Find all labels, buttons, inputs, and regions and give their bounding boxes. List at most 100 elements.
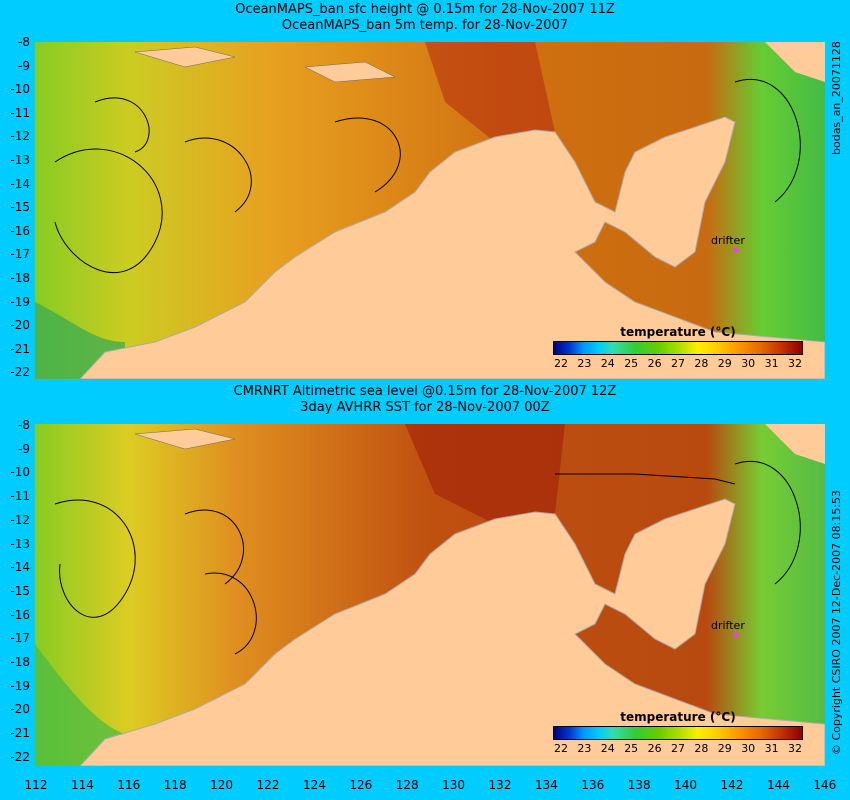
legend-tick-label: 29 — [717, 742, 732, 755]
legend-tick-label: 27 — [671, 742, 685, 755]
x-tick-label: 114 — [70, 778, 94, 792]
y-tick-label: -17 — [10, 631, 30, 646]
bottom-legend: temperature (°C) 22 23 24 25 26 27 28 29 30 31 32 — [553, 710, 803, 755]
y-tick-label: -11 — [10, 489, 30, 504]
y-tick-label: -14 — [10, 560, 30, 575]
y-tick-label: -16 — [10, 223, 30, 238]
x-tick-label: 140 — [674, 778, 698, 792]
legend-tick-label: 25 — [624, 742, 639, 755]
bottom-side-label: © Copyright CSIRO 2007 12-Dec-2007 08:15… — [830, 489, 843, 755]
top-side-label: bodas_an_20071128 — [830, 41, 843, 155]
legend-tick-label: 22 — [554, 742, 568, 755]
y-tick-label: -9 — [18, 441, 30, 456]
legend-ticks: 22 23 24 25 26 27 28 29 30 31 32 — [553, 740, 803, 755]
y-tick-label: -18 — [10, 655, 30, 669]
legend-title: temperature (°C) — [620, 325, 736, 339]
x-tick-label: 146 — [813, 778, 837, 792]
y-tick-label: -21 — [10, 341, 30, 356]
x-tick-label: 144 — [766, 778, 790, 792]
legend-tick-label: 25 — [624, 357, 639, 370]
top-title-line2: OceanMAPS_ban 5m temp. for 28-Nov-2007 — [281, 18, 569, 33]
x-tick-label: 122 — [256, 778, 280, 792]
y-tick-label: -12 — [10, 129, 30, 144]
island-timor — [134, 46, 236, 68]
legend-tick-label: 22 — [554, 357, 568, 370]
island-small — [304, 61, 396, 83]
y-tick-label: -20 — [10, 702, 30, 717]
state-border — [555, 473, 736, 485]
x-tick-label: 124 — [302, 778, 326, 792]
y-tick-label: -13 — [10, 153, 30, 167]
y-tick-label: -13 — [10, 536, 30, 551]
bottom-title-line1: CMRNRT Altimetric sea level @0.15m for 2… — [233, 384, 617, 399]
y-tick-label: -19 — [10, 294, 30, 309]
legend-title: temperature (°C) — [620, 710, 736, 724]
bottom-title-line2: 3day AVHRR SST for 28-Nov-2007 00Z — [300, 400, 550, 415]
sea-height-contours — [54, 461, 801, 655]
legend-tick-label: 31 — [764, 742, 779, 755]
x-tick-label: 112 — [24, 778, 48, 792]
drifter-label-top: drifter — [711, 234, 745, 247]
drifter-label-bottom: drifter — [711, 619, 745, 632]
x-tick-label: 126 — [349, 778, 373, 792]
x-tick-label: 118 — [163, 778, 187, 792]
x-tick-label: 132 — [488, 778, 512, 792]
legend-tick-label: 24 — [600, 742, 615, 755]
y-tick-label: -15 — [10, 583, 30, 598]
legend-tick-label: 32 — [788, 357, 802, 370]
x-tick-label: 116 — [117, 778, 141, 792]
top-panel-title: OceanMAPS_ban sfc height @ 0.15m for 28-… — [0, 2, 850, 34]
legend-tick-label: 32 — [788, 742, 802, 755]
legend-tick-label: 26 — [647, 742, 662, 755]
legend-tick-label: 29 — [717, 357, 732, 370]
bottom-panel-title: CMRNRT Altimetric sea level @0.15m for 2… — [0, 384, 850, 416]
legend-tick-label: 28 — [694, 357, 709, 370]
y-tick-label: -10 — [10, 465, 30, 480]
australia-mainland — [79, 498, 825, 766]
warm-water-region — [405, 424, 565, 524]
island-timor — [134, 428, 236, 450]
legend-tick-label: 30 — [741, 742, 756, 755]
y-tick-label: -17 — [10, 247, 30, 262]
australia-mainland — [79, 116, 825, 379]
drifter-marker-top — [734, 247, 740, 253]
warm-water-region — [425, 42, 555, 142]
sea-height-contours — [54, 79, 801, 274]
legend-tick-label: 23 — [577, 742, 592, 755]
y-tick-label: -10 — [10, 82, 30, 97]
y-tick-label: -15 — [10, 200, 30, 215]
new-guinea-coast — [765, 42, 825, 82]
x-tick-label: 134 — [534, 778, 558, 792]
legend-colorbar — [553, 341, 803, 355]
y-tick-label: -19 — [10, 678, 30, 693]
legend-tick-label: 26 — [647, 357, 662, 370]
y-tick-label: -14 — [10, 176, 30, 191]
y-tick-label: -12 — [10, 512, 30, 527]
legend-tick-label: 27 — [671, 357, 685, 370]
x-tick-label: 130 — [442, 778, 466, 792]
drifter-marker-bottom — [734, 632, 740, 638]
top-map-panel — [35, 42, 825, 379]
legend-tick-label: 24 — [600, 357, 615, 370]
legend-colorbar — [553, 726, 803, 740]
legend-tick-label: 23 — [577, 357, 592, 370]
new-guinea-coast — [765, 424, 825, 464]
y-tick-label: -22 — [10, 365, 30, 380]
y-tick-label: -11 — [10, 105, 30, 120]
y-tick-label: -21 — [10, 726, 30, 741]
legend-tick-label: 30 — [741, 357, 756, 370]
bottom-map-svg — [35, 424, 825, 766]
y-tick-label: -16 — [10, 607, 30, 622]
top-title-line1: OceanMAPS_ban sfc height @ 0.15m for 28-… — [235, 2, 615, 17]
y-tick-label: -8 — [18, 418, 30, 432]
x-tick-label: 142 — [720, 778, 744, 792]
top-map-svg — [35, 42, 825, 379]
top-legend: temperature (°C) 22 23 24 25 26 27 28 29 30 31 32 — [553, 325, 803, 370]
legend-tick-label: 31 — [764, 357, 779, 370]
x-tick-label: 136 — [581, 778, 605, 792]
x-tick-label: 120 — [210, 778, 234, 792]
legend-tick-label: 28 — [694, 742, 709, 755]
y-tick-label: -18 — [10, 271, 30, 285]
legend-ticks: 22 23 24 25 26 27 28 29 30 31 32 — [553, 355, 803, 370]
x-tick-label: 138 — [627, 778, 651, 792]
